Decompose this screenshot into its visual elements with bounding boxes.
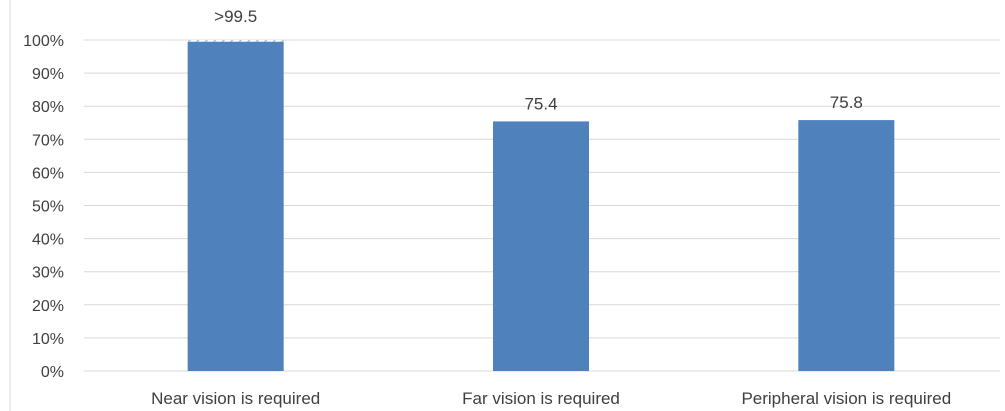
y-tick-label: 20% [32,298,64,315]
x-axis-categories: Near vision is required Far vision is req… [151,389,951,408]
y-axis-ticks: 0% 10% 20% 30% 40% 50% 60% 70% 80% 90% 100% [23,33,64,381]
data-labels: >99.5 75.4 75.8 [214,7,863,113]
bar-uncertainty-hatch [187,40,284,42]
x-category-label: Near vision is required [151,389,320,408]
y-tick-label: 90% [32,66,64,83]
y-tick-label: 70% [32,132,64,149]
x-category-label: Peripheral vision is required [741,389,951,408]
data-label: 75.4 [524,94,557,113]
data-label: >99.5 [214,7,257,26]
x-category-label: Far vision is required [462,389,620,408]
y-tick-label: 10% [32,331,64,348]
data-label: 75.8 [830,93,863,112]
y-tick-label: 100% [23,33,64,50]
y-tick-label: 30% [32,265,64,282]
bars [187,40,895,372]
y-tick-label: 80% [32,99,64,116]
y-tick-label: 0% [41,364,64,381]
y-tick-label: 40% [32,232,64,249]
y-tick-label: 50% [32,199,64,216]
y-tick-label: 60% [32,165,64,182]
bar [187,41,284,371]
bar [798,120,895,372]
bar [493,121,589,372]
